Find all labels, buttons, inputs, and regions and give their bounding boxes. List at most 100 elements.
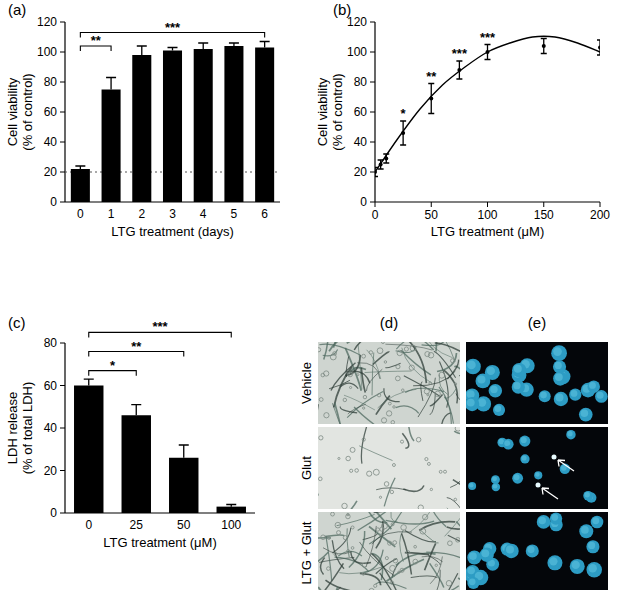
cell-body — [362, 438, 365, 441]
y-tick-label: 60 — [44, 105, 58, 119]
neurite — [456, 522, 460, 544]
condensed-nucleus — [536, 483, 541, 488]
y-tick-label: 0 — [360, 195, 367, 209]
y-tick-label: 60 — [44, 379, 58, 393]
y-tick-label: 40 — [44, 135, 58, 149]
cell-body — [396, 365, 400, 369]
y-axis-label: LDH release — [5, 392, 20, 464]
y-axis-label: (% of total LDH) — [20, 382, 35, 474]
panel-label: (a) — [8, 1, 26, 18]
cell-body — [342, 503, 347, 508]
nucleus-highlight — [490, 386, 497, 393]
cell-body — [414, 545, 417, 548]
error-bar — [378, 160, 384, 169]
neurite — [372, 554, 382, 581]
nuclear-stain-image — [466, 342, 608, 424]
error-bar — [179, 445, 189, 458]
significance-label: ** — [426, 69, 437, 84]
cell-body — [420, 528, 426, 534]
neurite — [331, 363, 356, 391]
significance-label: * — [110, 358, 116, 373]
image-background — [318, 512, 460, 590]
nucleus — [551, 345, 567, 361]
bar — [74, 386, 103, 514]
chart-panel: (c)020406080LDH release(% of total LDH)L… — [5, 314, 255, 550]
neurite — [332, 540, 344, 569]
y-tick — [370, 112, 375, 113]
plot-marks — [375, 36, 600, 176]
cell-body — [379, 496, 381, 498]
y-tick-label: 20 — [44, 165, 58, 179]
y-axis-label: Cell viability — [315, 77, 330, 146]
nucleus — [467, 550, 481, 564]
nucleus-highlight — [588, 542, 595, 549]
significance-label: *** — [480, 30, 496, 45]
bar — [169, 458, 198, 513]
y-tick — [370, 172, 375, 173]
neurite — [430, 563, 444, 587]
nucleus-highlight — [549, 557, 557, 565]
cell-body — [456, 538, 460, 543]
nucleus — [504, 544, 519, 559]
error-bar — [597, 40, 600, 55]
nucleus-highlight — [467, 399, 475, 407]
neurite — [328, 587, 341, 590]
x-tick-label: 0 — [85, 518, 92, 532]
y-tick-label: 100 — [347, 45, 367, 59]
x-tick-label: 1 — [108, 207, 115, 221]
y-tick — [60, 385, 65, 386]
bar — [122, 415, 151, 513]
y-tick-label: 80 — [44, 75, 58, 89]
cell-body — [319, 398, 323, 402]
cell-body — [337, 531, 341, 535]
cell-body — [413, 559, 418, 564]
y-tick — [60, 202, 65, 203]
nucleus — [534, 471, 542, 479]
y-tick — [370, 22, 375, 23]
plot-marks — [74, 379, 246, 513]
neurite — [324, 342, 329, 360]
x-tick-label: 0 — [372, 208, 379, 222]
cell-body — [355, 469, 359, 473]
x-tick-label: 5 — [231, 207, 238, 221]
nucleus — [539, 390, 551, 402]
point — [486, 50, 490, 54]
nucleus — [468, 482, 476, 490]
nucleus — [526, 544, 539, 557]
cell-body — [346, 456, 351, 461]
nucleus-highlight — [487, 367, 495, 375]
nucleus-highlight — [506, 545, 514, 553]
nucleus-highlight — [584, 492, 589, 497]
y-tick-label: 0 — [50, 195, 57, 209]
neurite — [335, 403, 346, 424]
neurite — [318, 563, 343, 590]
nucleus-highlight — [527, 546, 534, 553]
nucleus-highlight — [495, 405, 502, 412]
x-tick-label: 4 — [200, 207, 207, 221]
cell-body — [390, 490, 393, 493]
cell-body — [427, 462, 430, 465]
neurite — [425, 586, 459, 590]
bar — [224, 46, 243, 202]
cell-body — [382, 342, 385, 344]
nucleus-highlight — [514, 365, 522, 373]
x-tick — [487, 202, 488, 207]
cell-body — [425, 458, 428, 461]
cell-body — [400, 568, 404, 572]
nucleus — [566, 430, 575, 439]
cell-body — [351, 526, 354, 529]
x-tick-label: 150 — [534, 208, 554, 222]
y-tick-label: 40 — [44, 421, 58, 435]
cell-body — [384, 361, 386, 363]
cell-body — [327, 536, 330, 539]
cell-body — [335, 522, 341, 528]
neurite — [344, 395, 375, 410]
neurite — [448, 535, 460, 554]
neurite — [391, 512, 398, 522]
nucleus-highlight — [553, 347, 562, 356]
cell-body — [390, 565, 396, 571]
neurite — [444, 388, 456, 398]
neurite — [418, 378, 435, 417]
nucleus-highlight — [514, 474, 520, 480]
cell-body — [369, 351, 373, 355]
